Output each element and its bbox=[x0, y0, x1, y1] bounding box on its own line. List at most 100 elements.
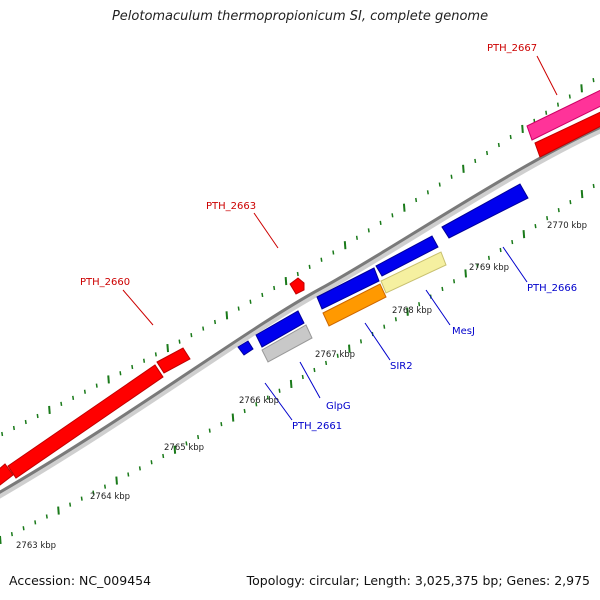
gene-sir2-blue[interactable] bbox=[316, 267, 380, 310]
outer-tick-track-minor-tick bbox=[379, 220, 382, 225]
inner-tick-track-minor-tick bbox=[534, 224, 537, 229]
outer-tick-track-major-tick bbox=[462, 164, 465, 173]
inner-tick-track-minor-tick bbox=[22, 526, 25, 531]
inner-tick-track-minor-tick bbox=[441, 286, 444, 292]
label-pth-2667: PTH_2667 bbox=[487, 43, 537, 54]
inner-tick-track-major-tick bbox=[464, 269, 467, 278]
inner-tick-track-minor-tick bbox=[313, 367, 316, 373]
leader-pth-2663 bbox=[253, 212, 279, 249]
outer-tick-track-minor-tick bbox=[1, 431, 4, 437]
label-pth-2663: PTH_2663 bbox=[206, 201, 256, 212]
outer-tick-track-minor-tick bbox=[213, 319, 217, 325]
outer-tick-track-minor-tick bbox=[237, 306, 240, 311]
outer-tick-track-minor-tick bbox=[474, 158, 477, 164]
inner-tick-track-major-tick bbox=[115, 476, 118, 485]
outer-tick-track-minor-tick bbox=[308, 264, 311, 270]
inner-tick-track-minor-tick bbox=[359, 339, 363, 344]
inner-tick-track-minor-tick bbox=[476, 263, 479, 268]
inner-tick-track-minor-tick bbox=[546, 216, 549, 221]
inner-tick-track-major-tick bbox=[57, 506, 60, 515]
inner-tick-track-minor-tick bbox=[220, 422, 223, 427]
map-title: Pelotomaculum thermopropionicum SI, comp… bbox=[111, 9, 489, 24]
gene-mesj[interactable] bbox=[380, 251, 447, 294]
leader-pth-2666 bbox=[502, 246, 528, 283]
outer-tick-track-minor-tick bbox=[202, 326, 205, 331]
inner-tick-track-minor-tick bbox=[69, 502, 72, 507]
outer-tick-track-minor-tick bbox=[131, 364, 134, 370]
outer-tick-track-minor-tick bbox=[485, 150, 489, 156]
outer-tick-track-minor-tick bbox=[367, 228, 370, 233]
inner-tick-track-minor-tick bbox=[103, 484, 107, 489]
outer-tick-track-minor-tick bbox=[178, 339, 181, 344]
label-pth-2661: PTH_2661 bbox=[292, 421, 342, 432]
gene-pth-2663[interactable] bbox=[289, 277, 305, 295]
outer-tick-track-minor-tick bbox=[190, 332, 193, 338]
inner-tick-track-minor-tick bbox=[127, 472, 130, 477]
inner-tick-track-minor-tick bbox=[197, 434, 200, 440]
leader-sir2 bbox=[364, 322, 391, 361]
inner-tick-track-minor-tick bbox=[487, 255, 490, 260]
inner-tick-track-minor-tick bbox=[557, 208, 560, 213]
inner-tick-track-minor-tick bbox=[162, 453, 165, 459]
outer-tick-track-minor-tick bbox=[568, 94, 571, 99]
scale-label-2766: 2766 kbp bbox=[239, 396, 279, 406]
inner-tick-track-minor-tick bbox=[453, 279, 456, 284]
gene-pth-2660[interactable] bbox=[0, 347, 191, 486]
outer-tick-track-major-tick bbox=[225, 311, 229, 320]
outer-tick-track-minor-tick bbox=[119, 371, 122, 376]
gene-pth-2667-pink[interactable] bbox=[526, 88, 600, 141]
gene-mesj-blue[interactable] bbox=[375, 235, 439, 277]
gene-pth-2661[interactable] bbox=[255, 310, 305, 348]
outer-tick-track-major-tick bbox=[107, 375, 110, 384]
inner-tick-track-major-tick bbox=[406, 307, 409, 316]
inner-tick-track-minor-tick bbox=[569, 200, 572, 205]
outer-tick-track-major-tick bbox=[521, 124, 524, 134]
outer-tick-track-minor-tick bbox=[415, 197, 418, 203]
outer-tick-track-minor-tick bbox=[426, 190, 429, 195]
gene-sir2[interactable] bbox=[322, 283, 387, 327]
outer-tick-track-minor-tick bbox=[273, 285, 276, 291]
outer-tick-track-minor-tick bbox=[497, 142, 500, 148]
inner-tick-track-minor-tick bbox=[383, 324, 386, 329]
scale-label-2764: 2764 kbp bbox=[90, 492, 130, 502]
label-pth-2660: PTH_2660 bbox=[80, 277, 130, 288]
inner-tick-track-minor-tick bbox=[150, 460, 153, 465]
outer-tick-track-minor-tick bbox=[24, 419, 27, 425]
inner-tick-track-minor-tick bbox=[92, 490, 95, 495]
genome-backbone bbox=[0, 125, 600, 494]
inner-tick-track-minor-tick bbox=[185, 441, 188, 446]
inner-tick-track-minor-tick bbox=[592, 183, 595, 189]
outer-tick-track-minor-tick bbox=[509, 134, 512, 140]
outer-tick-track-minor-tick bbox=[12, 425, 15, 431]
label-mesj: MesJ bbox=[452, 326, 475, 337]
inner-tick-track-minor-tick bbox=[511, 239, 514, 245]
gene-glpg[interactable] bbox=[261, 324, 313, 363]
outer-tick-track-minor-tick bbox=[332, 250, 335, 255]
gene-small-blue[interactable] bbox=[237, 340, 254, 356]
inner-tick-track-minor-tick bbox=[499, 247, 502, 253]
inner-tick-track-minor-tick bbox=[325, 360, 328, 366]
inner-tick-track-major-tick bbox=[348, 344, 351, 353]
outer-tick-track-minor-tick bbox=[355, 235, 358, 240]
outer-tick-track-minor-tick bbox=[320, 257, 323, 262]
inner-tick-track-minor-tick bbox=[255, 402, 258, 407]
outer-tick-track-minor-tick bbox=[249, 299, 252, 304]
leader-glpg bbox=[299, 361, 321, 399]
inner-tick-track-major-tick bbox=[0, 535, 2, 545]
inner-tick-track-major-tick bbox=[522, 230, 526, 239]
inner-tick-track-minor-tick bbox=[243, 408, 246, 414]
outer-tick-track-minor-tick bbox=[391, 213, 394, 218]
outer-tick-track-minor-tick bbox=[143, 358, 146, 363]
gene-pth-2666[interactable] bbox=[441, 183, 529, 239]
outer-tick-track-major-tick bbox=[166, 343, 170, 353]
inner-tick-track-minor-tick bbox=[418, 302, 421, 307]
outer-tick-track-minor-tick bbox=[95, 383, 98, 388]
inner-tick-track-minor-tick bbox=[138, 466, 141, 471]
inner-tick-track-major-tick bbox=[231, 413, 235, 422]
inner-tick-track-major-tick bbox=[289, 379, 293, 389]
scale-label-2769: 2769 kbp bbox=[469, 263, 509, 273]
inner-tick-track-major-tick bbox=[173, 445, 177, 454]
outer-tick-track-minor-tick bbox=[592, 78, 595, 83]
gene-pth-2667-red[interactable] bbox=[534, 110, 600, 158]
